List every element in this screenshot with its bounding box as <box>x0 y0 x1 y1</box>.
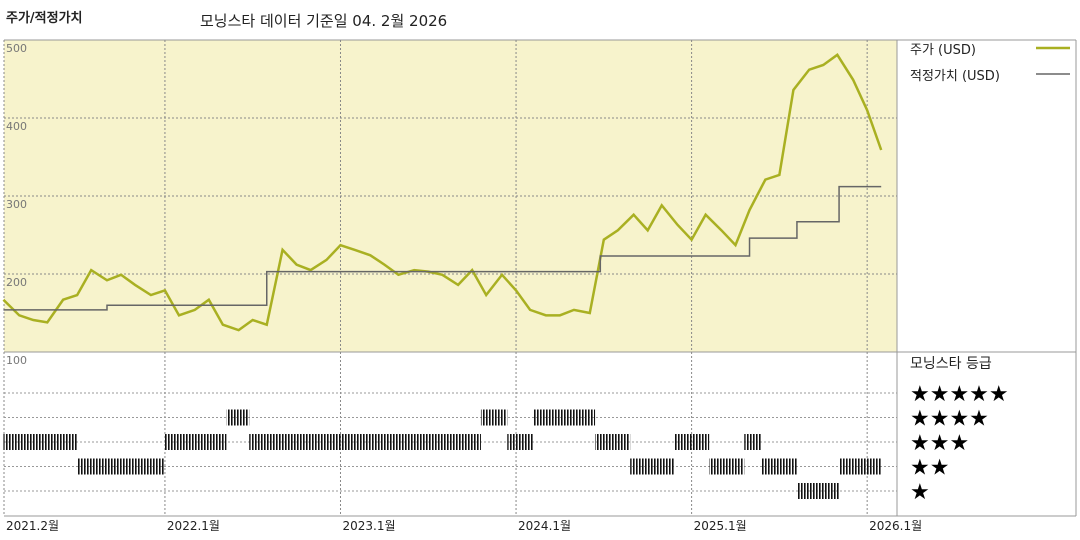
rating-bar <box>674 434 710 450</box>
rating-bar <box>839 458 882 475</box>
x-tick-label: 2023.1월 <box>342 519 395 533</box>
rating-label: ★★★ <box>910 431 969 456</box>
series-line <box>3 185 882 311</box>
rating-bar <box>761 458 797 475</box>
y-tick-label: 200 <box>6 276 27 289</box>
rating-bar <box>709 458 745 475</box>
y-tick-label: 300 <box>6 198 27 211</box>
rating-bar <box>744 434 762 450</box>
rating-bar <box>77 458 165 475</box>
rating-bar <box>533 409 596 426</box>
y-tick-label: 100 <box>6 354 27 367</box>
legend-label: 적정가치 (USD) <box>910 69 1000 84</box>
x-tick-label: 2022.1월 <box>167 519 220 533</box>
rating-bar <box>480 409 508 426</box>
x-tick-label: 2024.1월 <box>518 519 571 533</box>
y-tick-label: 500 <box>6 42 27 55</box>
x-tick-label: 2025.1월 <box>694 519 747 533</box>
series-line <box>2 53 883 332</box>
rating-bar <box>226 409 250 426</box>
rating-label: ★★★★ <box>910 407 989 432</box>
rating-bar <box>630 458 675 475</box>
chart-title: 주가/적정가치 <box>6 10 83 26</box>
chart-subtitle: 모닝스타 데이터 기준일 04. 2월 2026 <box>200 12 447 30</box>
legend-label: 주가 (USD) <box>910 43 976 58</box>
rating-bar <box>249 434 481 450</box>
y-tick-label: 400 <box>6 120 27 133</box>
rating-label: ★★ <box>910 456 949 481</box>
rating-bar <box>595 434 631 450</box>
rating-bar <box>796 483 840 499</box>
x-tick-label: 2021.2월 <box>6 519 59 533</box>
rating-label: ★ <box>910 480 930 505</box>
rating-label: ★★★★★ <box>910 382 1009 407</box>
rating-bar <box>507 434 534 450</box>
x-tick-label: 2026.1월 <box>869 519 922 533</box>
rating-bar <box>3 434 78 450</box>
rating-bar <box>164 434 227 450</box>
ratings-title: 모닝스타 등급 <box>910 356 992 372</box>
